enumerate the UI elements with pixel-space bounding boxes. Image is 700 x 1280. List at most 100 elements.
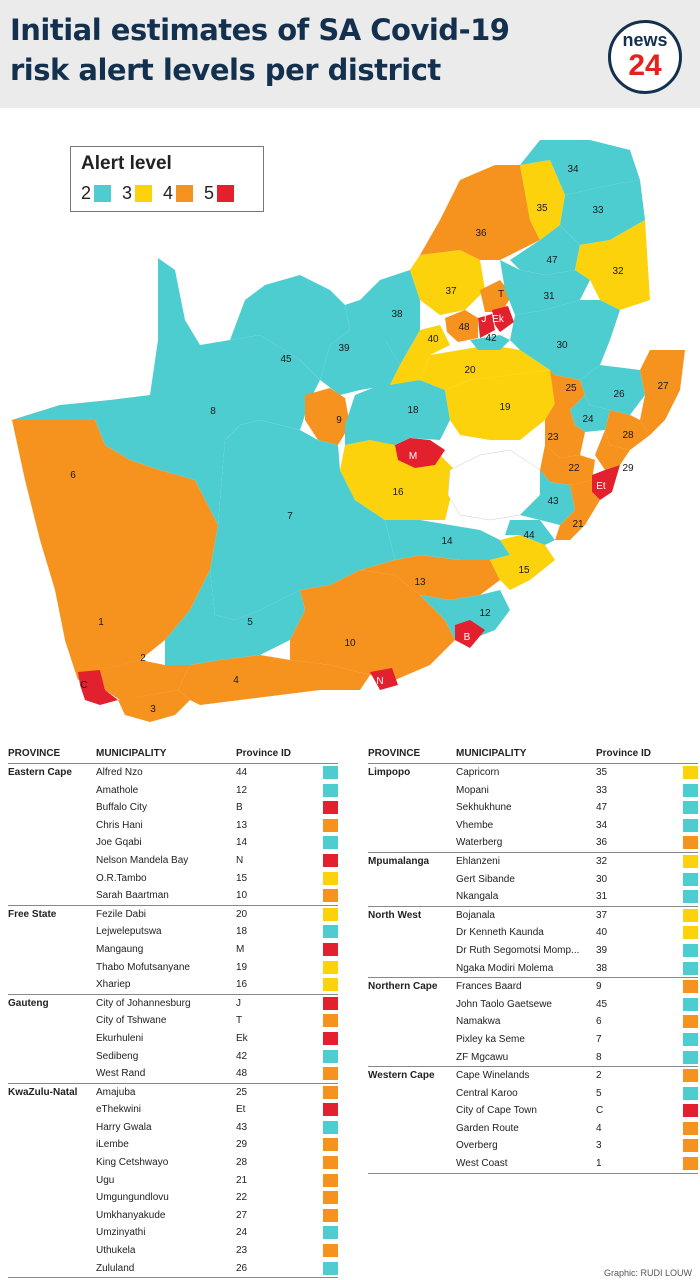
province-id: 22 [236, 1192, 248, 1204]
map-label: 21 [572, 519, 584, 530]
region-24-umzinyathi [570, 395, 610, 432]
alert-level-swatch [323, 1049, 338, 1063]
legend-swatch [135, 185, 153, 202]
legend-level: 3 [122, 183, 133, 203]
municipality-name: Harry Gwala [96, 1121, 152, 1133]
alert-level-swatch [683, 1050, 698, 1064]
region-7-pixley [210, 420, 395, 620]
region-27-umkhanyakude [640, 350, 685, 435]
alert-level-swatch [323, 1173, 338, 1187]
municipality-name: Waterberg [456, 837, 503, 849]
municipality-name: Lejweleputswa [96, 926, 162, 938]
province-id: 43 [236, 1121, 248, 1133]
region-43-harry-gwala [520, 470, 575, 525]
municipality-name: Mangaung [96, 943, 144, 955]
province-name: Northern Cape [368, 981, 438, 993]
table-row: KwaZulu-Natal Amajuba 25 [8, 1084, 338, 1102]
region-28-king-cetshwayo [605, 410, 650, 450]
region-18-lejweleputswa [345, 380, 450, 445]
province-id: 47 [596, 802, 608, 814]
map-label: 4 [233, 675, 239, 686]
region-44-alfred-nzo [505, 520, 555, 545]
municipality-name: West Rand [96, 1068, 146, 1080]
municipality-name: John Taolo Gaetsewe [456, 998, 552, 1010]
alert-level-swatch [323, 942, 338, 956]
province-id: 28 [236, 1157, 248, 1169]
province-id: 13 [236, 819, 248, 831]
header-id: Province ID [596, 748, 652, 759]
municipality-name: Garden Route [456, 1122, 519, 1134]
municipality-name: Pixley ka Seme [456, 1033, 525, 1045]
alert-level-swatch [323, 1120, 338, 1134]
alert-level-swatch [323, 801, 338, 815]
alert-level-swatch [323, 853, 338, 867]
alert-level-swatch [323, 889, 338, 903]
municipality-name: Overberg [456, 1140, 498, 1152]
table-row: North West Bojanala 37 [368, 907, 698, 925]
alert-level-swatch [683, 836, 698, 850]
province-id: 31 [596, 891, 608, 903]
region-39-ruth-segomotsi [320, 300, 400, 395]
region-n-nelson-mandela [370, 668, 398, 690]
map-label: 43 [547, 496, 559, 507]
map-label: 26 [613, 389, 625, 400]
map-label: 6 [70, 470, 76, 481]
alert-level-swatch [323, 1244, 338, 1258]
province-id: Ek [236, 1032, 248, 1044]
alert-level-swatch [683, 1121, 698, 1135]
province-name: Gauteng [8, 997, 49, 1009]
map-label: 47 [546, 255, 558, 266]
table-row: Mpumalanga Ehlanzeni 32 [368, 853, 698, 871]
legend-items: 2 3 4 5 [81, 183, 245, 204]
alert-level-swatch [683, 854, 698, 868]
map-label: 39 [338, 343, 350, 354]
municipality-name: Ekurhuleni [96, 1032, 144, 1044]
municipality-name: Vhembe [456, 819, 494, 831]
region-8-zf-mgcawu [12, 258, 320, 525]
province-id: 6 [596, 1016, 602, 1028]
map-label: 10 [344, 638, 356, 649]
region-ek-ekurhuleni [492, 306, 514, 332]
province-id: 42 [236, 1050, 248, 1062]
table-row: Joe Gqabi 14 [8, 834, 338, 852]
municipality-name: Cape Winelands [456, 1070, 530, 1082]
table-row: Sekhukhune 47 [368, 799, 698, 817]
province-id: B [236, 802, 243, 814]
legend-item: 4 [163, 183, 194, 204]
municipality-name: Umkhanyakude [96, 1209, 166, 1221]
alert-level-swatch [323, 818, 338, 832]
province-name: Limpopo [368, 767, 411, 778]
alert-level-swatch [323, 1191, 338, 1205]
map-label: 15 [518, 565, 530, 576]
table-row: Free State Fezile Dabi 20 [8, 906, 338, 924]
province-id: 27 [236, 1209, 248, 1221]
table-row: West Rand 48 [8, 1065, 338, 1083]
province-id: 21 [236, 1174, 248, 1186]
region-21-ugu [555, 480, 600, 540]
province-id: 15 [236, 872, 248, 884]
region-14-joe-gqabi [385, 520, 510, 560]
table-row: Uthukela 23 [8, 1242, 338, 1260]
table-row: ZF Mgcawu 8 [368, 1049, 698, 1067]
region-15-or-tambo [490, 535, 555, 590]
right-municipality-table: PROVINCE MUNICIPALITY Province ID Limpop… [368, 744, 698, 1174]
municipality-name: Mopani [456, 784, 489, 796]
table-row: Central Karoo 5 [368, 1085, 698, 1103]
province-id: 38 [596, 962, 608, 974]
region-34-vhembe [520, 140, 640, 195]
province-id: J [236, 997, 241, 1009]
map-label: 5 [247, 617, 253, 628]
alert-level-swatch [683, 890, 698, 904]
municipality-name: Frances Baard [456, 981, 522, 993]
alert-level-swatch [683, 1157, 698, 1171]
province-id: 2 [596, 1070, 602, 1082]
municipality-name: eThekwini [96, 1104, 142, 1116]
municipality-name: King Cetshwayo [96, 1157, 169, 1169]
header-province: PROVINCE [8, 748, 61, 759]
alert-level-swatch [683, 801, 698, 815]
region-j-johannesburg [478, 314, 495, 338]
header-province: PROVINCE [368, 748, 421, 759]
region-32-ehlanzeni [575, 220, 650, 310]
map-label: 29 [622, 463, 634, 474]
map-label: 22 [568, 463, 580, 474]
